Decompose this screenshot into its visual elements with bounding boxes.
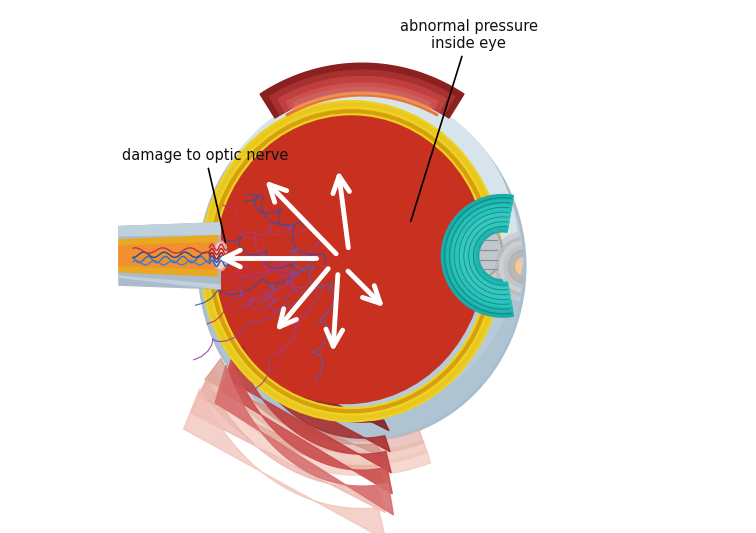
Polygon shape [119,236,218,276]
Polygon shape [260,63,464,118]
Polygon shape [442,195,513,317]
Polygon shape [293,92,431,110]
Polygon shape [215,366,393,515]
Polygon shape [287,83,438,109]
Text: abnormal pressure
inside eye: abnormal pressure inside eye [400,19,538,221]
Ellipse shape [467,204,481,223]
Ellipse shape [490,246,522,287]
Text: damage to optic nerve: damage to optic nerve [122,148,289,243]
Ellipse shape [207,108,485,404]
Polygon shape [191,378,386,513]
Polygon shape [184,389,386,533]
Polygon shape [217,385,427,465]
Polygon shape [287,94,438,116]
Ellipse shape [206,88,519,413]
Polygon shape [508,249,523,284]
Polygon shape [452,205,512,306]
Polygon shape [221,359,392,494]
Polygon shape [227,352,391,473]
Polygon shape [447,200,513,312]
Polygon shape [500,241,522,292]
Polygon shape [119,223,220,289]
Polygon shape [269,70,455,115]
Polygon shape [459,212,510,300]
Ellipse shape [199,93,525,440]
Ellipse shape [482,236,503,265]
Ellipse shape [462,224,502,277]
Polygon shape [491,232,520,301]
Polygon shape [205,359,384,457]
Polygon shape [198,368,385,485]
Polygon shape [503,246,522,287]
Polygon shape [199,266,525,440]
Polygon shape [119,276,220,289]
Polygon shape [278,77,446,112]
Polygon shape [119,243,218,269]
Polygon shape [293,87,430,107]
Polygon shape [225,378,423,454]
Polygon shape [496,238,521,295]
Polygon shape [119,223,220,236]
Polygon shape [238,338,389,431]
Polygon shape [209,392,431,475]
Polygon shape [233,345,390,451]
Ellipse shape [212,241,228,271]
